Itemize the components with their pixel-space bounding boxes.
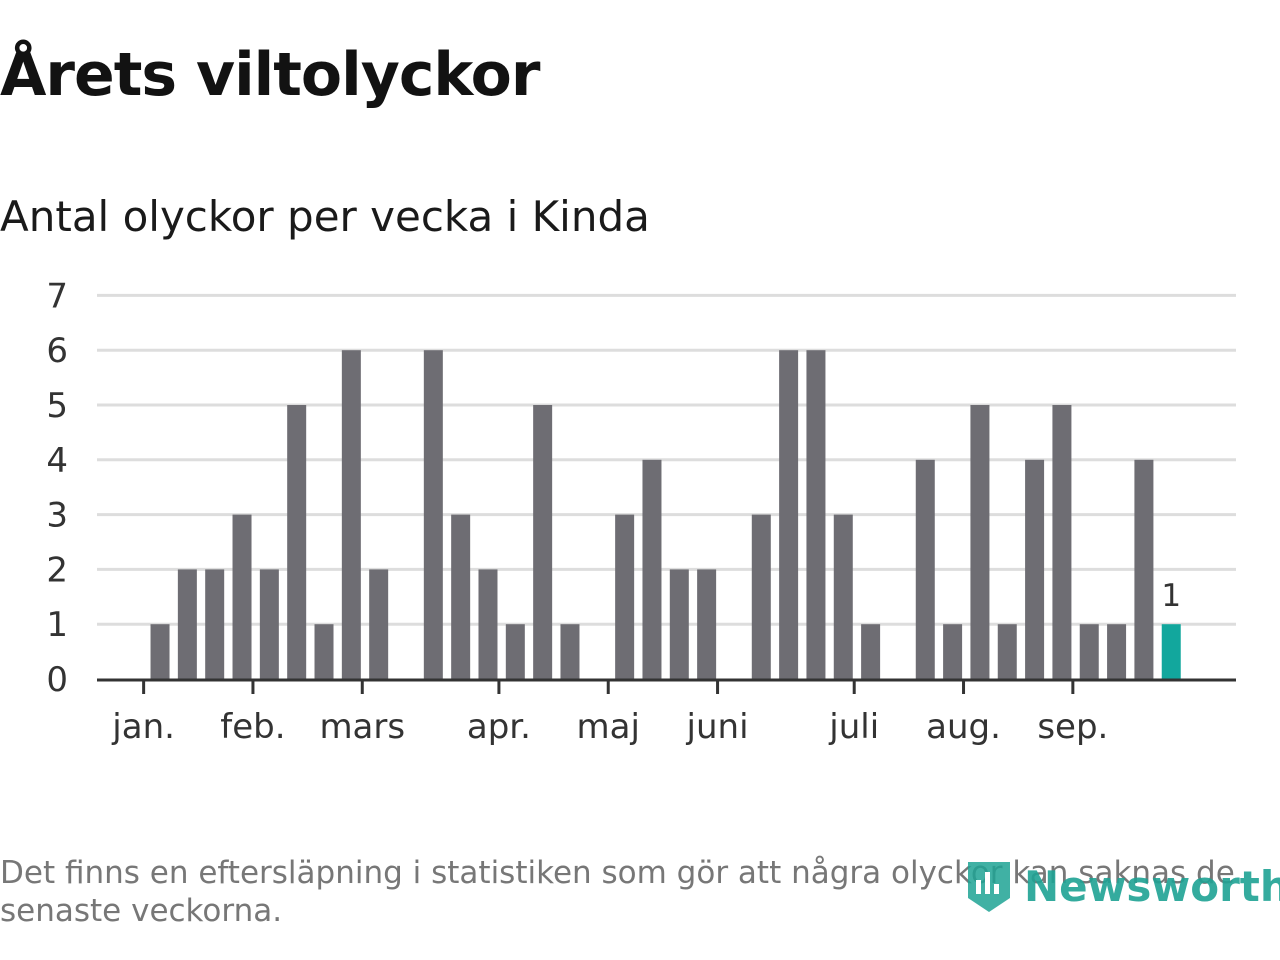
bar-week-16 (533, 405, 553, 679)
y-tick-label-1: 1 (46, 605, 68, 645)
bar-week-17 (560, 624, 580, 679)
y-tick-label-7: 7 (46, 276, 68, 316)
bar-week-38 (1134, 459, 1154, 679)
bar-week-4 (205, 569, 225, 679)
bar-week-10 (369, 569, 389, 679)
x-tick-label-juni: juni (686, 707, 749, 747)
bar-week-25 (779, 350, 799, 679)
bar-week-30 (915, 459, 935, 679)
highlight-bar (1161, 624, 1181, 679)
bar-week-8 (314, 624, 334, 679)
bar-week-15 (505, 624, 525, 679)
x-tick-label-maj: maj (577, 707, 640, 747)
highlight-value-label: 1 (1161, 578, 1181, 614)
bar-week-9 (341, 350, 361, 679)
y-tick-label-6: 6 (46, 331, 68, 371)
x-tick-label-juli: juli (828, 707, 879, 747)
bar-week-26 (806, 350, 826, 679)
newsworthy-logo: Newsworthy (964, 858, 1280, 914)
x-tick-label-sep: sep. (1037, 707, 1108, 747)
chart-title: Årets viltolyckor (0, 40, 540, 110)
bar-week-2 (150, 624, 170, 679)
x-tick-label-feb: feb. (220, 707, 285, 747)
y-tick-label-4: 4 (46, 441, 68, 481)
bar-week-28 (861, 624, 881, 679)
bar-week-24 (751, 514, 771, 679)
bar-week-21 (669, 569, 689, 679)
bar-week-19 (615, 514, 635, 679)
bar-week-20 (642, 459, 662, 679)
x-tick-label-mars: mars (319, 707, 405, 747)
bar-week-14 (478, 569, 498, 679)
bar-week-35 (1052, 405, 1072, 679)
y-tick-label-2: 2 (46, 550, 68, 590)
bar-week-22 (697, 569, 717, 679)
bar-week-12 (423, 350, 443, 679)
x-tick-label-aug: aug. (926, 707, 1001, 747)
footnote: Det finns en eftersläpning i statistiken… (0, 855, 1235, 929)
bar-week-36 (1079, 624, 1099, 679)
bar-week-27 (833, 514, 853, 679)
bar-week-33 (997, 624, 1017, 679)
y-tick-label-0: 0 (46, 660, 68, 700)
bar-week-3 (177, 569, 197, 679)
bar-week-5 (232, 514, 252, 679)
chart-subtitle: Antal olyckor per vecka i Kinda (0, 192, 650, 241)
x-tick-label-jan: jan. (111, 707, 175, 747)
y-tick-label-3: 3 (46, 496, 68, 536)
newsworthy-logo-icon (968, 862, 1010, 912)
y-tick-label-5: 5 (46, 386, 68, 426)
bar-week-31 (943, 624, 963, 679)
bar-week-32 (970, 405, 990, 679)
logo-text: Newsworthy (1024, 861, 1280, 911)
bar-week-6 (259, 569, 279, 679)
bar-week-34 (1025, 459, 1045, 679)
bar-week-7 (287, 405, 307, 679)
bar-week-13 (451, 514, 471, 679)
x-tick-label-apr: apr. (467, 707, 531, 747)
bar-week-37 (1107, 624, 1127, 679)
